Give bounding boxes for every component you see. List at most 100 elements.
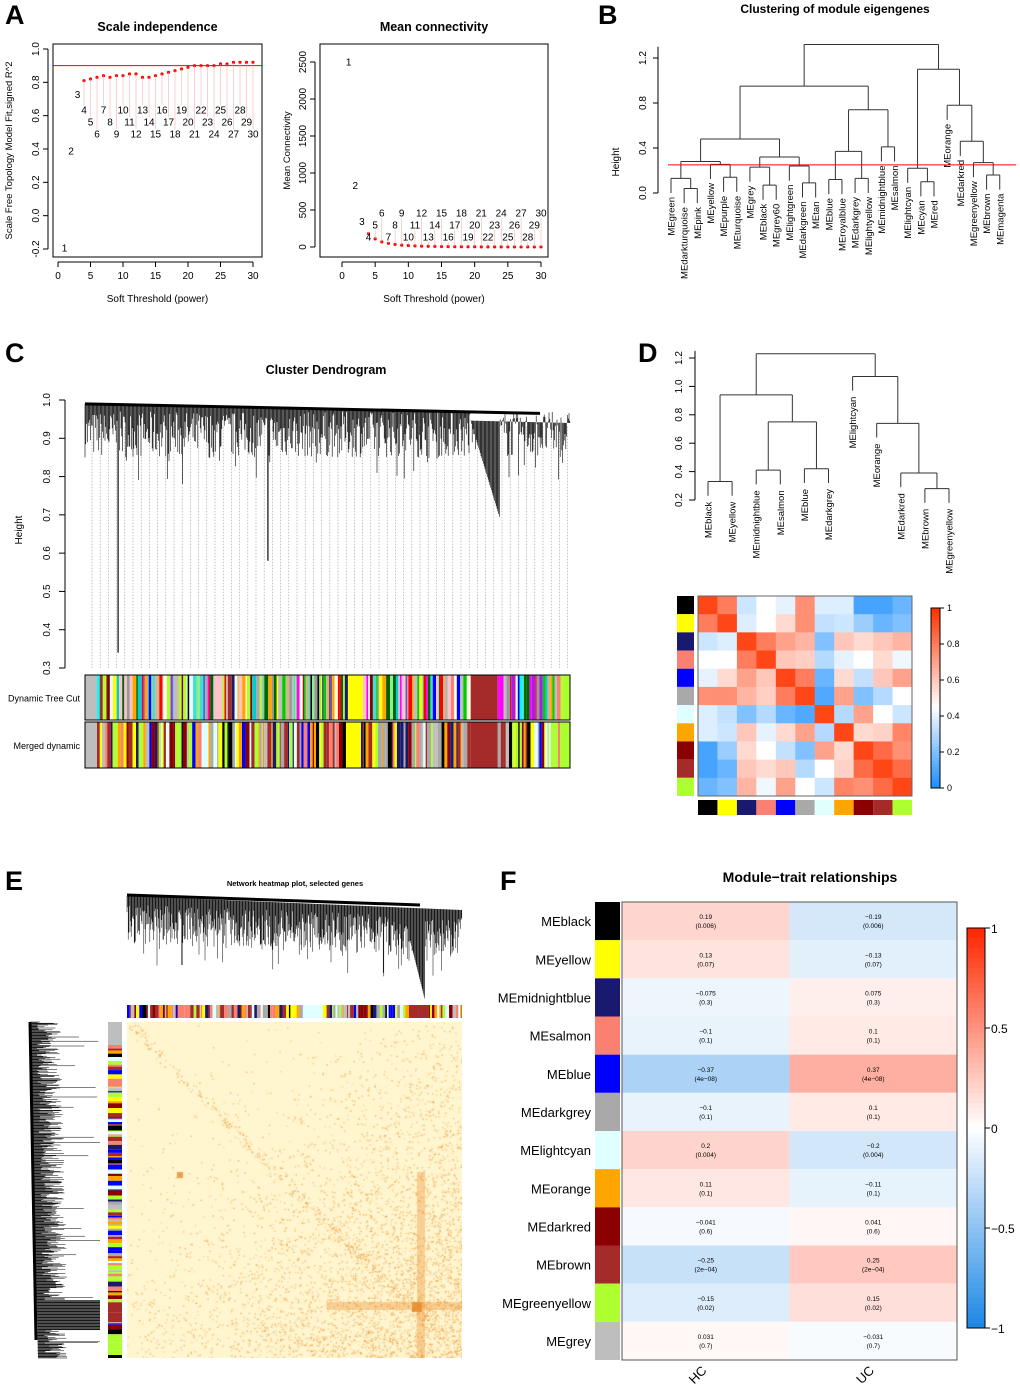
leaf-label: MEdarkred xyxy=(956,160,967,206)
heatmap-cell xyxy=(717,686,738,706)
color-stripe xyxy=(308,675,311,720)
color-stripe xyxy=(415,722,417,768)
heatmap-cell xyxy=(717,632,738,651)
colorbar-segment xyxy=(967,1133,985,1139)
color-stripe xyxy=(246,675,251,720)
color-stripe xyxy=(299,1005,303,1018)
data-point-label: 30 xyxy=(535,209,547,220)
color-stripe xyxy=(379,1005,383,1018)
color-stripe xyxy=(256,675,260,720)
color-stripe xyxy=(395,675,399,720)
color-stripe xyxy=(517,675,520,720)
correlation-value: −0.1 xyxy=(699,1105,712,1112)
leaf-label: MEpurple xyxy=(719,196,730,237)
color-stripe xyxy=(499,675,504,720)
heatmap-cell xyxy=(795,596,816,615)
correlation-value: −0.19 xyxy=(865,914,882,921)
color-stripe xyxy=(237,675,239,720)
colorbar-segment xyxy=(967,1248,985,1254)
x-tick-label: 15 xyxy=(436,271,448,282)
color-stripe xyxy=(539,675,543,720)
color-stripe xyxy=(129,722,133,768)
correlation-cell xyxy=(789,978,957,1017)
color-stripe xyxy=(108,1064,122,1067)
color-stripe xyxy=(339,675,342,720)
y-axis-label: Mean Connectivity xyxy=(282,111,293,189)
heatmap-cell xyxy=(717,723,738,742)
heatmap-cell xyxy=(892,668,913,688)
color-stripe xyxy=(258,722,260,768)
color-stripe xyxy=(460,1005,462,1018)
colorbar-segment xyxy=(967,1153,985,1159)
color-stripe xyxy=(108,1124,122,1126)
y-tick-label: 0.2 xyxy=(31,175,42,189)
color-stripe xyxy=(557,722,560,768)
color-stripe xyxy=(343,675,345,720)
color-stripe xyxy=(182,722,187,768)
colorbar-segment xyxy=(967,1303,985,1309)
color-stripe xyxy=(293,722,297,768)
x-tick-label: 25 xyxy=(215,271,227,282)
color-stripe xyxy=(108,1256,122,1259)
colorbar-segment xyxy=(967,1103,985,1109)
color-stripe xyxy=(108,1281,122,1287)
color-stripe xyxy=(282,675,286,720)
colorbar-segment xyxy=(967,1068,985,1074)
color-stripe xyxy=(278,675,283,720)
color-stripe xyxy=(163,675,167,720)
colorbar-segment xyxy=(931,746,940,750)
colorbar-segment xyxy=(967,1158,985,1164)
colorbar-segment xyxy=(931,611,940,615)
heatmap-cell xyxy=(892,759,913,779)
data-point-label: 2 xyxy=(68,147,74,158)
color-stripe xyxy=(467,722,471,768)
color-stripe xyxy=(106,675,110,720)
panel-label: B xyxy=(598,0,618,30)
color-stripe xyxy=(342,722,346,768)
module-color-swatch xyxy=(677,686,694,706)
y-tick-label: 0.7 xyxy=(42,507,53,521)
color-stripe xyxy=(108,1156,122,1158)
chart-title: Module−trait relationships xyxy=(723,869,898,885)
color-stripe xyxy=(187,675,190,720)
color-stripe xyxy=(329,675,331,720)
color-stripe xyxy=(108,1323,122,1325)
p-value: (0.1) xyxy=(699,1190,712,1197)
color-stripe xyxy=(387,722,392,768)
color-stripe xyxy=(236,722,239,768)
p-value: (0.1) xyxy=(867,1038,880,1045)
color-stripe xyxy=(97,675,100,720)
color-stripe xyxy=(369,675,373,720)
color-stripe xyxy=(200,1005,203,1018)
y-tick-label: 0.6 xyxy=(31,108,42,122)
color-stripe xyxy=(158,1005,161,1018)
color-stripe xyxy=(108,1144,122,1150)
color-stripe xyxy=(108,1329,122,1335)
color-stripe xyxy=(181,722,183,768)
correlation-cell xyxy=(622,1207,790,1246)
color-stripe xyxy=(267,722,272,768)
data-point-label: 27 xyxy=(516,209,528,220)
color-stripe xyxy=(454,675,457,720)
heatmap-cell xyxy=(756,596,777,615)
color-stripe xyxy=(529,675,532,720)
color-stripe xyxy=(463,722,468,768)
p-value: (0.7) xyxy=(699,1343,712,1350)
color-stripe xyxy=(503,722,506,768)
color-stripe xyxy=(101,722,106,768)
color-stripe xyxy=(379,675,383,720)
colorbar-tick-label: 0 xyxy=(991,1122,998,1136)
color-stripe xyxy=(425,675,428,720)
color-stripe xyxy=(366,675,369,720)
plot-frame xyxy=(52,43,263,258)
color-stripe xyxy=(404,675,406,720)
colorbar-segment xyxy=(931,758,940,762)
color-stripe xyxy=(117,722,121,768)
data-point-label: 11 xyxy=(124,118,135,129)
color-stripe xyxy=(441,722,445,768)
heatmap-cell xyxy=(814,723,835,742)
heatmap-cell xyxy=(756,741,777,761)
colorbar-segment xyxy=(967,1093,985,1099)
color-stripe xyxy=(186,675,188,720)
color-stripe xyxy=(108,1286,122,1292)
